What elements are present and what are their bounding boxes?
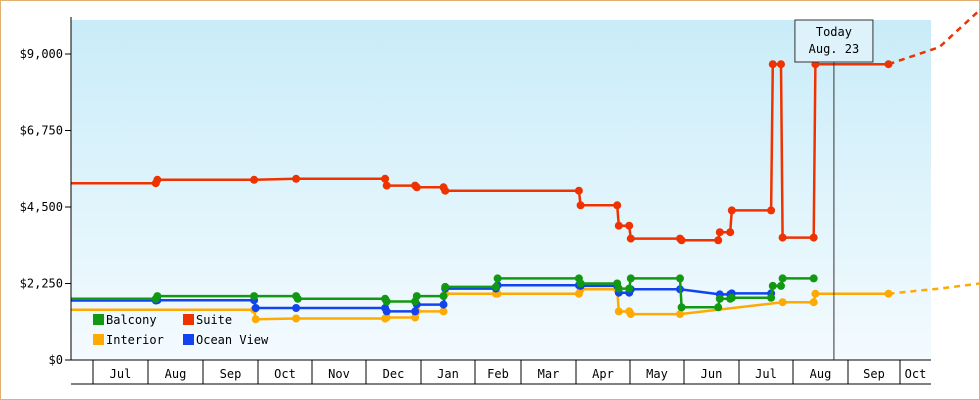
data-point-interior — [411, 313, 420, 322]
data-point-suite — [726, 228, 735, 237]
y-tick-label: $4,500 — [20, 200, 63, 214]
data-point-interior — [778, 298, 787, 307]
legend-label-interior: Interior — [106, 333, 164, 347]
data-point-balcony — [715, 294, 724, 303]
data-point-suite — [292, 174, 301, 183]
data-point-interior — [382, 313, 391, 322]
data-point-suite — [153, 175, 162, 184]
data-point-suite — [382, 181, 391, 190]
data-point-suite — [714, 236, 723, 245]
today-label-box — [794, 19, 874, 63]
data-point-balcony — [809, 274, 818, 283]
data-point-suite — [768, 60, 777, 69]
y-tick-label: $2,250 — [20, 277, 63, 291]
data-point-suite — [715, 228, 724, 237]
y-tick-label: $9,000 — [20, 47, 63, 61]
data-point-balcony — [493, 274, 502, 283]
legend-swatch-interior — [93, 334, 104, 345]
x-tick-label: Dec — [383, 367, 405, 381]
data-point-suite — [625, 221, 634, 230]
legend-label-ocean-view: Ocean View — [196, 333, 269, 347]
data-point-ocean-view — [292, 304, 301, 312]
data-point-interior — [811, 289, 820, 298]
legend-label-suite: Suite — [196, 313, 232, 327]
data-point-interior — [884, 289, 893, 298]
data-point-interior — [676, 310, 684, 319]
series-projection-suite — [888, 8, 980, 66]
data-point-balcony — [412, 292, 421, 301]
data-point-suite — [677, 236, 686, 245]
legend-swatch-ocean-view — [183, 334, 194, 345]
legend-label-balcony: Balcony — [106, 313, 157, 327]
data-point-suite — [381, 174, 390, 183]
data-point-suite — [884, 60, 893, 69]
x-tick-label: Aug — [165, 367, 187, 381]
data-point-suite — [727, 206, 736, 215]
data-point-balcony — [153, 292, 162, 301]
x-tick-label: Jan — [437, 367, 459, 381]
x-tick-label: Oct — [274, 367, 296, 381]
data-point-balcony — [576, 279, 585, 288]
today-date: Aug. 23 — [809, 42, 860, 56]
data-point-suite — [613, 201, 622, 210]
data-point-balcony — [626, 274, 635, 283]
data-point-interior — [809, 298, 818, 307]
x-tick-label: Sep — [220, 367, 242, 381]
x-tick-label: Sep — [863, 367, 885, 381]
data-point-balcony — [250, 292, 259, 301]
today-label: Today — [816, 25, 852, 39]
data-point-interior — [292, 314, 301, 323]
x-tick-label: Jul — [755, 367, 777, 381]
x-tick-label: Feb — [487, 367, 509, 381]
data-point-balcony — [293, 294, 302, 303]
data-point-balcony — [714, 303, 723, 312]
data-point-interior — [614, 307, 623, 316]
x-tick-label: Apr — [592, 367, 614, 381]
data-point-suite — [809, 233, 818, 242]
data-point-interior — [439, 307, 448, 316]
data-point-balcony — [491, 282, 500, 291]
data-point-interior — [626, 310, 635, 319]
x-tick-label: Nov — [328, 367, 350, 381]
data-point-suite — [576, 201, 585, 210]
data-point-balcony — [777, 281, 785, 290]
data-point-suite — [767, 206, 776, 215]
legend-swatch-balcony — [93, 314, 104, 325]
series-projection-interior — [888, 282, 980, 295]
data-point-interior — [251, 315, 260, 324]
data-point-balcony — [677, 303, 686, 312]
data-point-suite — [412, 183, 421, 192]
x-tick-label: Mar — [538, 367, 560, 381]
data-point-balcony — [614, 284, 623, 293]
data-point-suite — [614, 221, 623, 230]
data-point-balcony — [767, 293, 776, 302]
y-tick-label: $6,750 — [20, 124, 63, 138]
data-point-suite — [250, 175, 259, 184]
data-point-suite — [777, 60, 785, 69]
legend-swatch-suite — [183, 314, 194, 325]
x-tick-label: Oct — [905, 367, 927, 381]
data-point-ocean-view — [251, 304, 260, 312]
data-point-balcony — [676, 274, 684, 283]
data-point-balcony — [768, 281, 777, 290]
data-point-balcony — [441, 282, 450, 291]
data-point-balcony — [382, 297, 391, 306]
x-tick-label: May — [646, 367, 668, 381]
data-point-suite — [626, 234, 635, 243]
data-point-suite — [574, 186, 583, 195]
data-point-ocean-view — [439, 300, 448, 309]
data-point-balcony — [439, 292, 448, 301]
x-tick-label: Aug — [810, 367, 832, 381]
data-point-ocean-view — [411, 307, 420, 316]
y-tick-label: $0 — [49, 353, 63, 367]
data-point-balcony — [625, 284, 634, 293]
data-point-balcony — [727, 293, 736, 302]
data-point-suite — [441, 186, 450, 195]
data-point-ocean-view — [382, 307, 391, 316]
data-point-suite — [778, 233, 787, 242]
x-tick-label: Jun — [701, 367, 723, 381]
x-tick-label: Jul — [110, 367, 132, 381]
data-point-balcony — [778, 274, 787, 283]
